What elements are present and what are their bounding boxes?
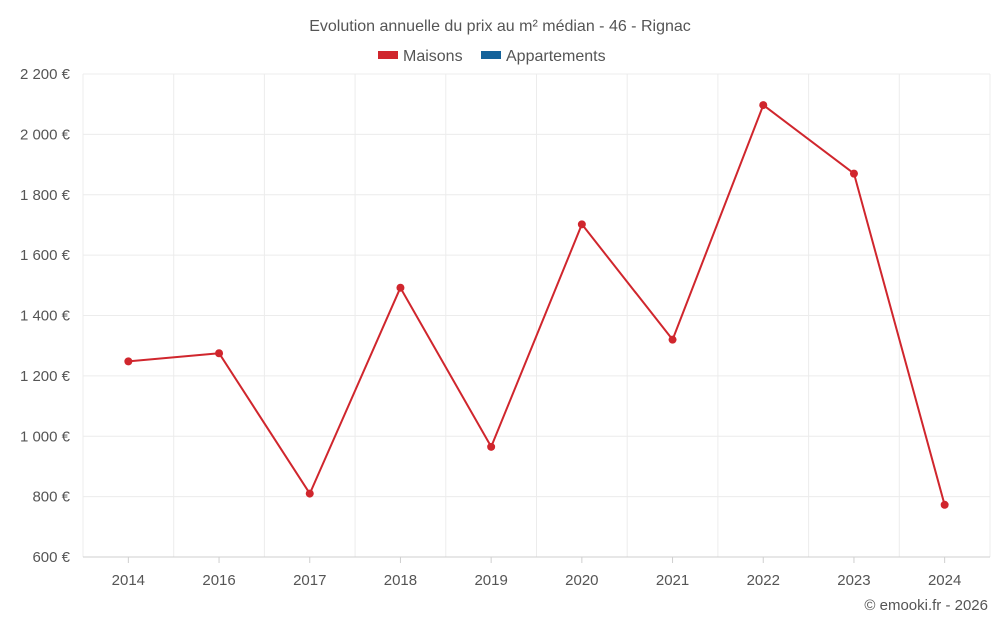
x-tick-label: 2019 — [474, 572, 507, 589]
chart-title: Evolution annuelle du prix au m² médian … — [309, 18, 691, 35]
credit-text: © emooki.fr - 2026 — [864, 597, 988, 614]
data-point-maisons-2024[interactable] — [940, 500, 949, 509]
x-tick-label: 2024 — [928, 572, 961, 589]
y-tick-label: 1 600 € — [20, 247, 71, 264]
series-layer — [124, 101, 949, 509]
legend-swatch-maisons[interactable] — [378, 51, 398, 59]
x-tick-label: 2023 — [837, 572, 870, 589]
data-point-maisons-2018[interactable] — [396, 283, 405, 292]
x-axis: 2014 2016 2017 2018 2019 2020 2021 2022 2023 2024 — [83, 556, 990, 589]
data-point-maisons-2021[interactable] — [668, 335, 677, 344]
data-point-maisons-2023[interactable] — [849, 169, 858, 178]
legend-label-appartements[interactable]: Appartements — [506, 48, 606, 65]
y-tick-label: 800 € — [32, 489, 70, 506]
y-tick-label: 1 800 € — [20, 187, 71, 204]
y-tick-label: 2 000 € — [20, 126, 71, 143]
y-tick-label: 1 200 € — [20, 368, 71, 385]
grid — [82, 73, 991, 558]
data-point-maisons-2014[interactable] — [124, 357, 133, 366]
x-tick-label: 2020 — [565, 572, 598, 589]
y-axis: 600 € 800 € 1 000 € 1 200 € 1 400 € 1 600 € 1 … — [20, 66, 71, 566]
data-point-maisons-2022[interactable] — [759, 101, 768, 110]
x-tick-label: 2021 — [656, 572, 689, 589]
x-tick-label: 2014 — [112, 572, 145, 589]
y-tick-label: 2 200 € — [20, 66, 71, 83]
x-tick-label: 2022 — [747, 572, 780, 589]
data-point-maisons-2020[interactable] — [577, 220, 586, 229]
legend-swatch-appartements[interactable] — [481, 51, 501, 59]
data-point-maisons-2019[interactable] — [487, 442, 496, 451]
x-tick-label: 2016 — [202, 572, 235, 589]
x-tick-label: 2017 — [293, 572, 326, 589]
data-point-maisons-2017[interactable] — [305, 489, 314, 498]
x-tick-label: 2018 — [384, 572, 417, 589]
legend-label-maisons[interactable]: Maisons — [403, 48, 463, 65]
series-line-maisons[interactable] — [128, 104, 946, 506]
data-point-maisons-2016[interactable] — [215, 349, 224, 358]
y-tick-label: 600 € — [32, 549, 70, 566]
y-tick-label: 1 000 € — [20, 428, 71, 445]
y-tick-label: 1 400 € — [20, 308, 71, 325]
legend: Maisons Appartements — [378, 48, 606, 65]
